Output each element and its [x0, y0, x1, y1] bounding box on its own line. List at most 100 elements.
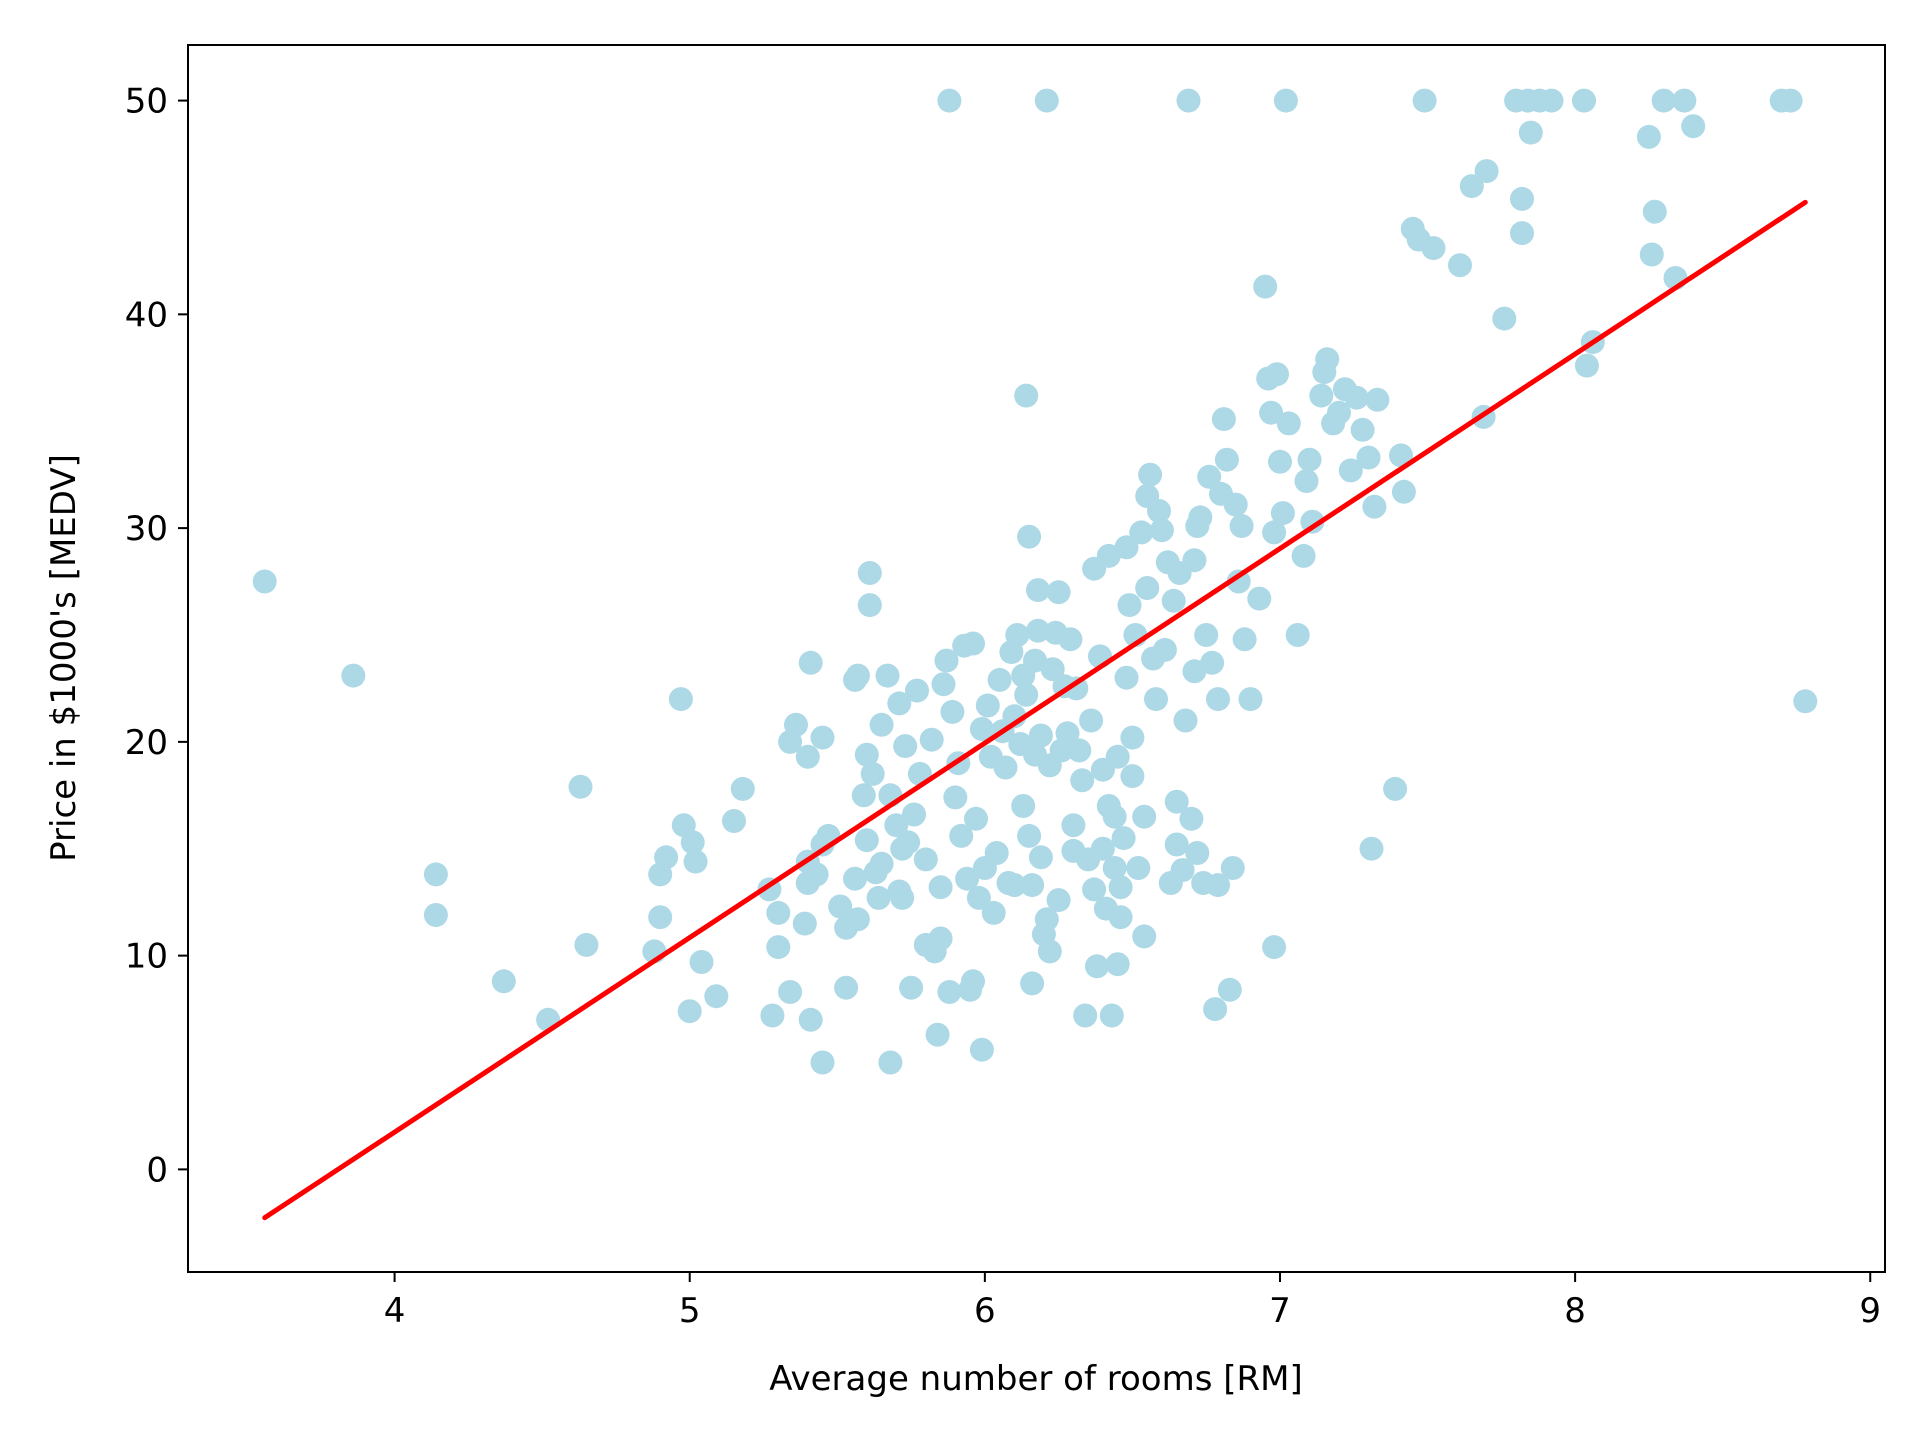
scatter-point [899, 975, 924, 1000]
scatter-point [878, 1050, 903, 1075]
scatter-point [1412, 88, 1437, 113]
scatter-point [722, 809, 746, 833]
scatter-point [1105, 744, 1130, 769]
scatter-point [1005, 623, 1030, 647]
scatter-point [1510, 186, 1534, 211]
x-tick-label: 9 [1859, 1291, 1881, 1331]
scatter-point [1046, 580, 1071, 605]
scatter-point [1270, 501, 1295, 526]
scatter-point [902, 802, 926, 827]
scatter-point [866, 885, 891, 910]
scatter-point [928, 926, 953, 951]
scatter-point [1238, 687, 1263, 712]
scatter-point [1262, 935, 1287, 960]
scatter-point [925, 1022, 950, 1047]
scatter-point [1365, 387, 1390, 412]
scatter-point [1247, 586, 1272, 611]
scatter-point [1102, 804, 1127, 829]
scatter-point [828, 894, 853, 919]
scatter-point [1344, 385, 1369, 410]
y-tick-label: 30 [125, 509, 168, 549]
x-tick-label: 8 [1564, 1291, 1586, 1331]
scatter-point [940, 699, 965, 724]
scatter-point [677, 999, 702, 1024]
scatter-point [1253, 274, 1278, 299]
scatter-point [1327, 400, 1351, 425]
scatter-point [792, 911, 817, 936]
scatter-point [845, 663, 870, 688]
scatter-point [943, 785, 968, 810]
scatter-point [1017, 524, 1042, 549]
x-tick-label: 4 [384, 1291, 406, 1331]
scatter-point [937, 980, 962, 1004]
scatter-point [648, 905, 673, 930]
scatter-point [766, 935, 791, 960]
scatter-point [1079, 708, 1104, 733]
scatter-point [854, 828, 879, 853]
scatter-point [1120, 764, 1145, 789]
scatter-point [955, 866, 980, 891]
scatter-point [1055, 721, 1080, 746]
y-tick-label: 40 [125, 295, 168, 335]
scatter-point [869, 851, 894, 876]
scatter-point [1474, 159, 1499, 184]
scatter-point [1102, 856, 1127, 880]
scatter-point [1681, 114, 1706, 139]
scatter-point [966, 885, 991, 910]
scatter-point [969, 1037, 994, 1062]
scatter-point [931, 672, 956, 697]
scatter-point [804, 862, 829, 887]
scatter-point [1223, 492, 1248, 517]
scatter-point [1147, 499, 1171, 523]
scatter-point [969, 717, 994, 741]
scatter-point [1026, 618, 1050, 643]
scatter-point [1138, 462, 1163, 487]
scatter-point [1203, 997, 1228, 1022]
scatter-point [1362, 494, 1387, 519]
scatter-point [1014, 682, 1039, 707]
scatter-point [1085, 954, 1109, 979]
scatter-point [1108, 905, 1133, 930]
scatter-point [845, 907, 870, 932]
scatter-point [1061, 813, 1086, 838]
y-tick-label: 50 [125, 82, 168, 122]
scatter-point [1793, 689, 1818, 714]
scatter-point [857, 593, 882, 618]
scatter-point [1067, 738, 1092, 763]
scatter-point [1206, 873, 1230, 898]
scatter-point [689, 950, 714, 974]
scatter-point [1350, 417, 1375, 442]
scatter-point [1179, 806, 1204, 831]
scatter-point [890, 885, 915, 910]
scatter-point [1028, 723, 1053, 748]
scatter-point [1026, 578, 1050, 603]
scatter-point [1229, 514, 1254, 538]
scatter-point [574, 932, 599, 957]
scatter-point [1636, 124, 1661, 149]
scatter-point [961, 969, 985, 994]
scatter-point [1220, 856, 1245, 880]
scatter-point [1099, 1003, 1124, 1028]
scatter-point [1778, 88, 1803, 113]
scatter-point [1211, 407, 1236, 432]
scatter-point [1291, 543, 1316, 568]
scatter-point [949, 823, 974, 848]
scatter-point [981, 900, 1006, 925]
scatter-point [1028, 845, 1053, 870]
scatter-point [1672, 88, 1697, 113]
scatter-point [984, 841, 1009, 865]
scatter-point [778, 980, 803, 1004]
scatter-point [423, 862, 448, 887]
scatter-point [913, 847, 938, 872]
scatter-point [1040, 657, 1065, 682]
y-tick-label: 0 [146, 1150, 168, 1190]
scatter-point [851, 783, 876, 808]
scatter-point [1338, 458, 1363, 483]
scatter-point [1034, 88, 1059, 113]
scatter-point [1294, 469, 1319, 494]
scatter-point [937, 88, 962, 113]
y-axis-title: Price in $1000's [MEDV] [44, 454, 84, 862]
scatter-point [964, 806, 988, 831]
scatter-point [1574, 353, 1599, 378]
